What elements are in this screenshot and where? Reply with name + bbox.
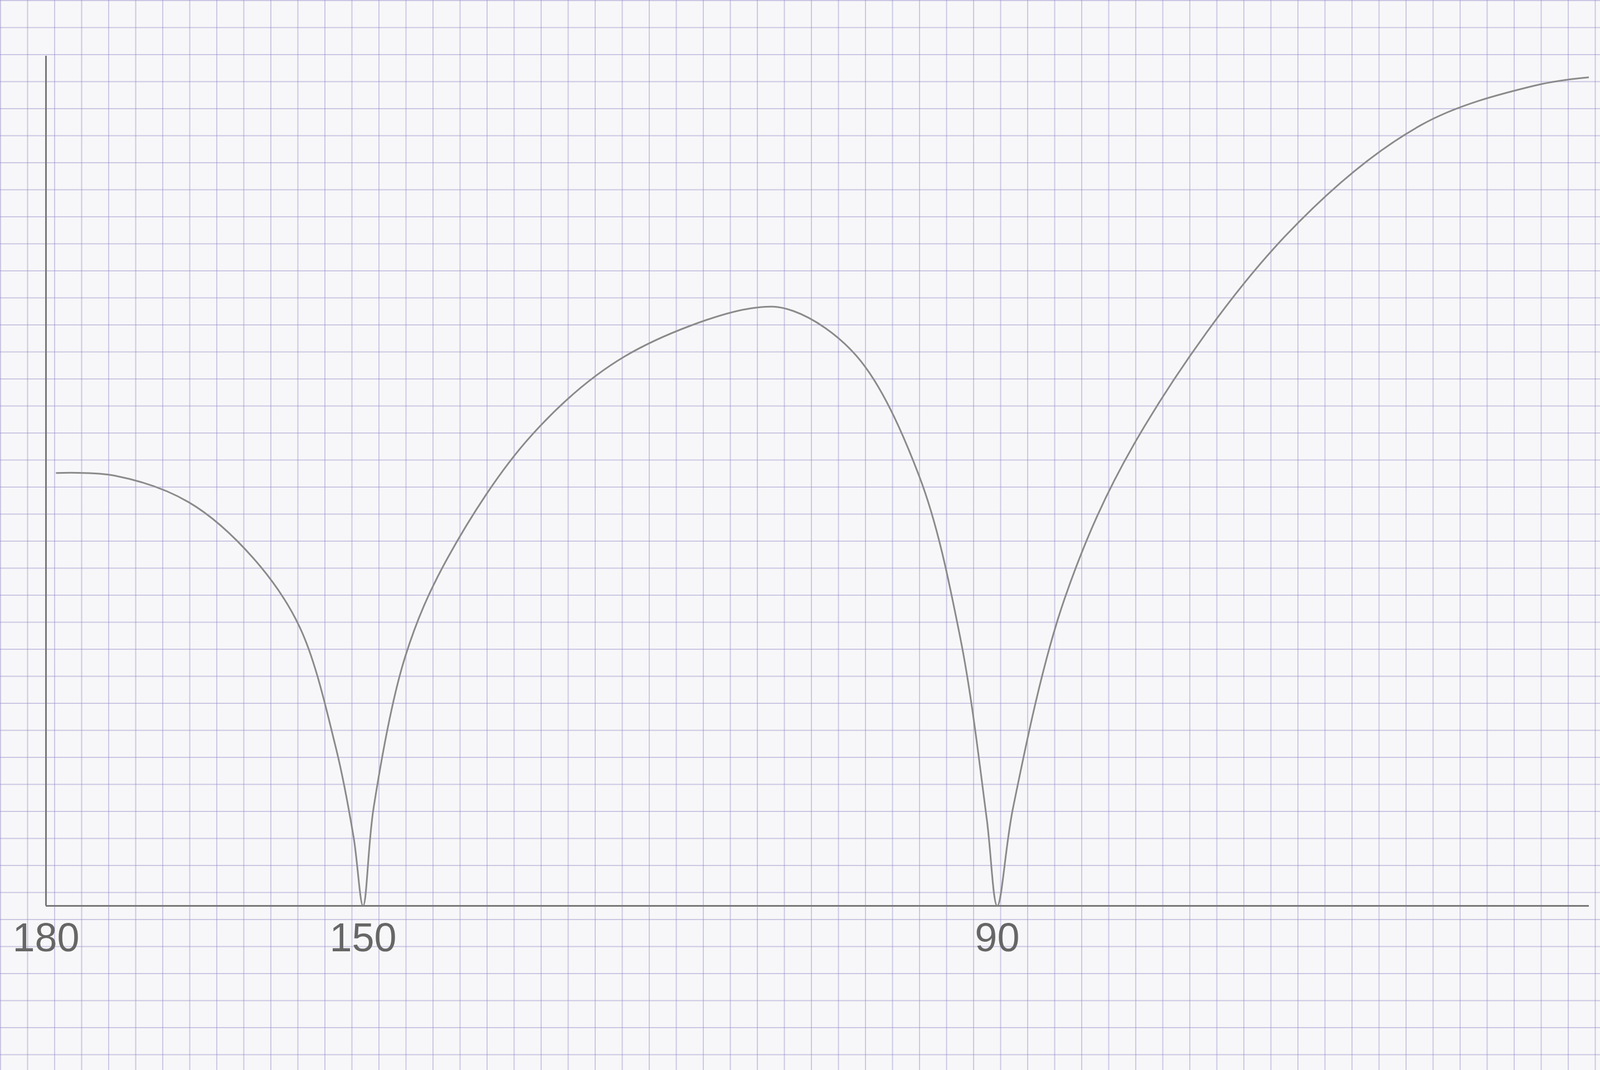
svg-text:150: 150 <box>329 915 397 960</box>
svg-text:90: 90 <box>974 915 1020 960</box>
svg-text:180: 180 <box>12 915 80 960</box>
